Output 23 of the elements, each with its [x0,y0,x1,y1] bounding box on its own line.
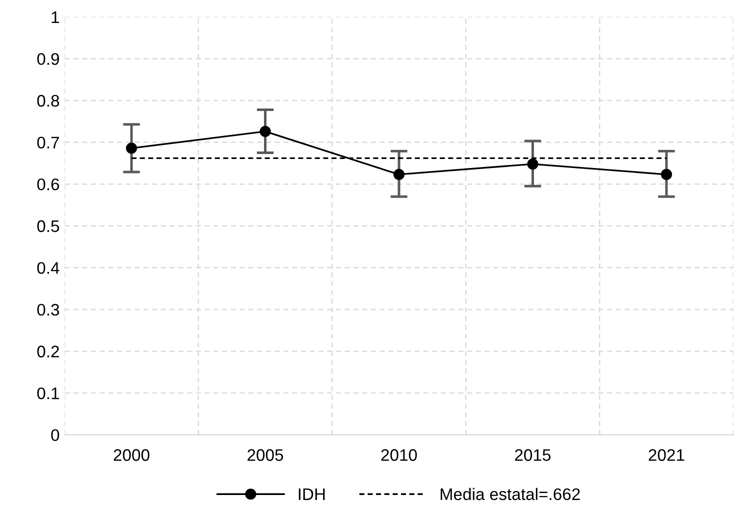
y-tick-label: 0 [51,429,60,442]
point [660,168,672,180]
legend-label: IDH [298,488,325,500]
y-tick-label: 0.7 [37,136,59,149]
point [126,142,138,154]
legend-label: Media estatal=.662 [440,488,580,500]
y-tick-label: 0.1 [37,387,59,400]
point [260,126,271,137]
point [393,168,405,180]
point [527,158,538,170]
y-tick-label: 0.2 [37,346,59,358]
y-tick-label: 0.8 [37,94,60,107]
y-tick-label: 0.4 [37,262,60,274]
y-tick-label: 1 [52,12,59,23]
y-tick-label: 0.6 [37,178,60,190]
x-tick-label: 2005 [248,449,284,461]
x-tick-label: 2021 [648,449,684,461]
x-tick-label: 2010 [381,449,417,461]
y-tick-label: 0.5 [37,220,60,232]
x-tick-label: 2015 [515,449,551,461]
x-tick-label: 2000 [114,449,150,461]
y-tick-label: 0.3 [37,304,60,316]
y-tick-label: 0.9 [37,53,59,65]
